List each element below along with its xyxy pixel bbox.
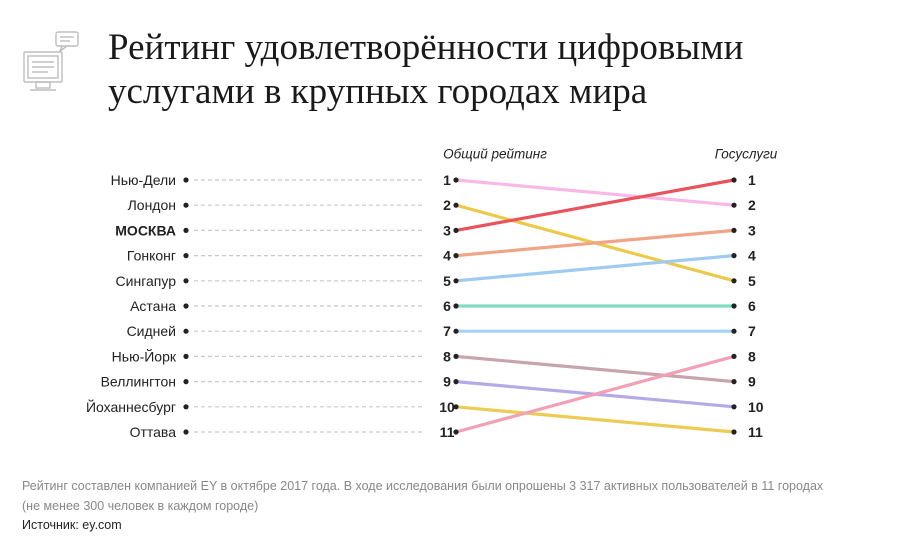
gov-rank-dot xyxy=(731,177,737,183)
gov-rank-dot xyxy=(731,404,737,410)
gov-rank-label: 3 xyxy=(748,222,756,238)
gov-rank-label: 2 xyxy=(748,197,756,213)
city-dot xyxy=(183,404,189,410)
gov-rank-label: 8 xyxy=(748,348,756,364)
gov-rank-label: 1 xyxy=(748,172,756,188)
slope-line xyxy=(454,228,736,258)
slope-line xyxy=(454,178,736,207)
gov-rank-label: 6 xyxy=(748,298,756,314)
city-label: Нью-Дели xyxy=(111,172,176,188)
city-label: Йоханнесбург xyxy=(86,398,176,415)
chart-title: Рейтинг удовлетворённости цифровыми услу… xyxy=(108,26,888,114)
city-label: Сингапур xyxy=(116,273,177,289)
slope-line xyxy=(454,354,736,384)
slope-line xyxy=(454,405,736,434)
slope-chart: Общий рейтинг Госуслуги Нью-Дели 1 Лондон 2 МО… xyxy=(86,147,778,441)
city-label: МОСКВА xyxy=(115,222,176,238)
digital-services-icon xyxy=(23,31,79,91)
overall-rank-label: 11 xyxy=(440,424,455,440)
overall-rank-dot xyxy=(453,202,459,208)
overall-rank-dot xyxy=(453,328,459,334)
left-axis-label: Общий рейтинг xyxy=(443,147,547,162)
gov-rank-dot xyxy=(731,379,737,385)
footnote-line-2: (не менее 300 человек в каждом городе) xyxy=(22,499,259,513)
overall-rank-dot xyxy=(453,353,459,359)
city-dot xyxy=(183,353,189,359)
overall-rank-dot xyxy=(453,253,459,259)
source-note: Источник: ey.com xyxy=(22,518,122,532)
city-label: Нью-Йорк xyxy=(112,347,177,364)
city-dot xyxy=(183,303,189,309)
slope-line xyxy=(454,254,736,283)
gov-rank-dot xyxy=(731,253,737,259)
gov-rank-label: 11 xyxy=(748,424,763,440)
overall-rank-dot xyxy=(453,177,459,183)
overall-rank-dot xyxy=(453,227,459,233)
city-label: Веллингтон xyxy=(101,374,176,390)
overall-rank-label: 6 xyxy=(443,298,451,314)
overall-rank-label: 9 xyxy=(443,374,451,390)
slope-line xyxy=(454,354,736,434)
gov-rank-label: 10 xyxy=(748,399,764,415)
overall-rank-label: 10 xyxy=(439,399,455,415)
overall-rank-label: 8 xyxy=(443,348,451,364)
footnote-line-1: Рейтинг составлен компанией EY в октябре… xyxy=(22,479,824,493)
overall-rank-label: 2 xyxy=(443,197,451,213)
right-axis-label: Госуслуги xyxy=(715,147,778,162)
overall-rank-dot xyxy=(453,379,459,385)
city-dot xyxy=(183,328,189,334)
city-dot xyxy=(183,379,189,385)
city-label: Оттава xyxy=(130,424,177,440)
city-dot xyxy=(183,202,189,208)
gov-rank-dot xyxy=(731,303,737,309)
city-dot xyxy=(183,429,189,435)
city-label: Сидней xyxy=(127,323,176,339)
gov-rank-dot xyxy=(731,278,737,284)
gov-rank-dot xyxy=(731,227,737,233)
overall-rank-label: 3 xyxy=(443,222,451,238)
footnote: Рейтинг составлен компанией EY в октябре… xyxy=(22,476,862,516)
city-label: Гонконг xyxy=(127,248,176,264)
city-dot xyxy=(183,227,189,233)
gov-rank-label: 9 xyxy=(748,374,756,390)
gov-rank-label: 5 xyxy=(748,273,756,289)
city-dot xyxy=(183,177,189,183)
overall-rank-dot xyxy=(453,429,459,435)
city-label: Астана xyxy=(130,298,176,314)
city-label: Лондон xyxy=(128,197,176,213)
city-dot xyxy=(183,253,189,259)
overall-rank-label: 7 xyxy=(443,323,451,339)
chart-title-line-2: услугами в крупных городах мира xyxy=(108,71,648,112)
overall-rank-label: 4 xyxy=(443,248,451,264)
chart-title-line-1: Рейтинг удовлетворённости цифровыми xyxy=(108,27,744,68)
gov-rank-label: 4 xyxy=(748,248,756,264)
gov-rank-dot xyxy=(731,202,737,208)
city-dot xyxy=(183,278,189,284)
overall-rank-dot xyxy=(453,278,459,284)
slope-line xyxy=(454,178,736,232)
gov-rank-dot xyxy=(731,328,737,334)
overall-rank-label: 1 xyxy=(443,172,451,188)
gov-rank-dot xyxy=(731,353,737,359)
overall-rank-dot xyxy=(453,303,459,309)
gov-rank-dot xyxy=(731,429,737,435)
overall-rank-dot xyxy=(453,404,459,410)
overall-rank-label: 5 xyxy=(443,273,451,289)
gov-rank-label: 7 xyxy=(748,323,756,339)
